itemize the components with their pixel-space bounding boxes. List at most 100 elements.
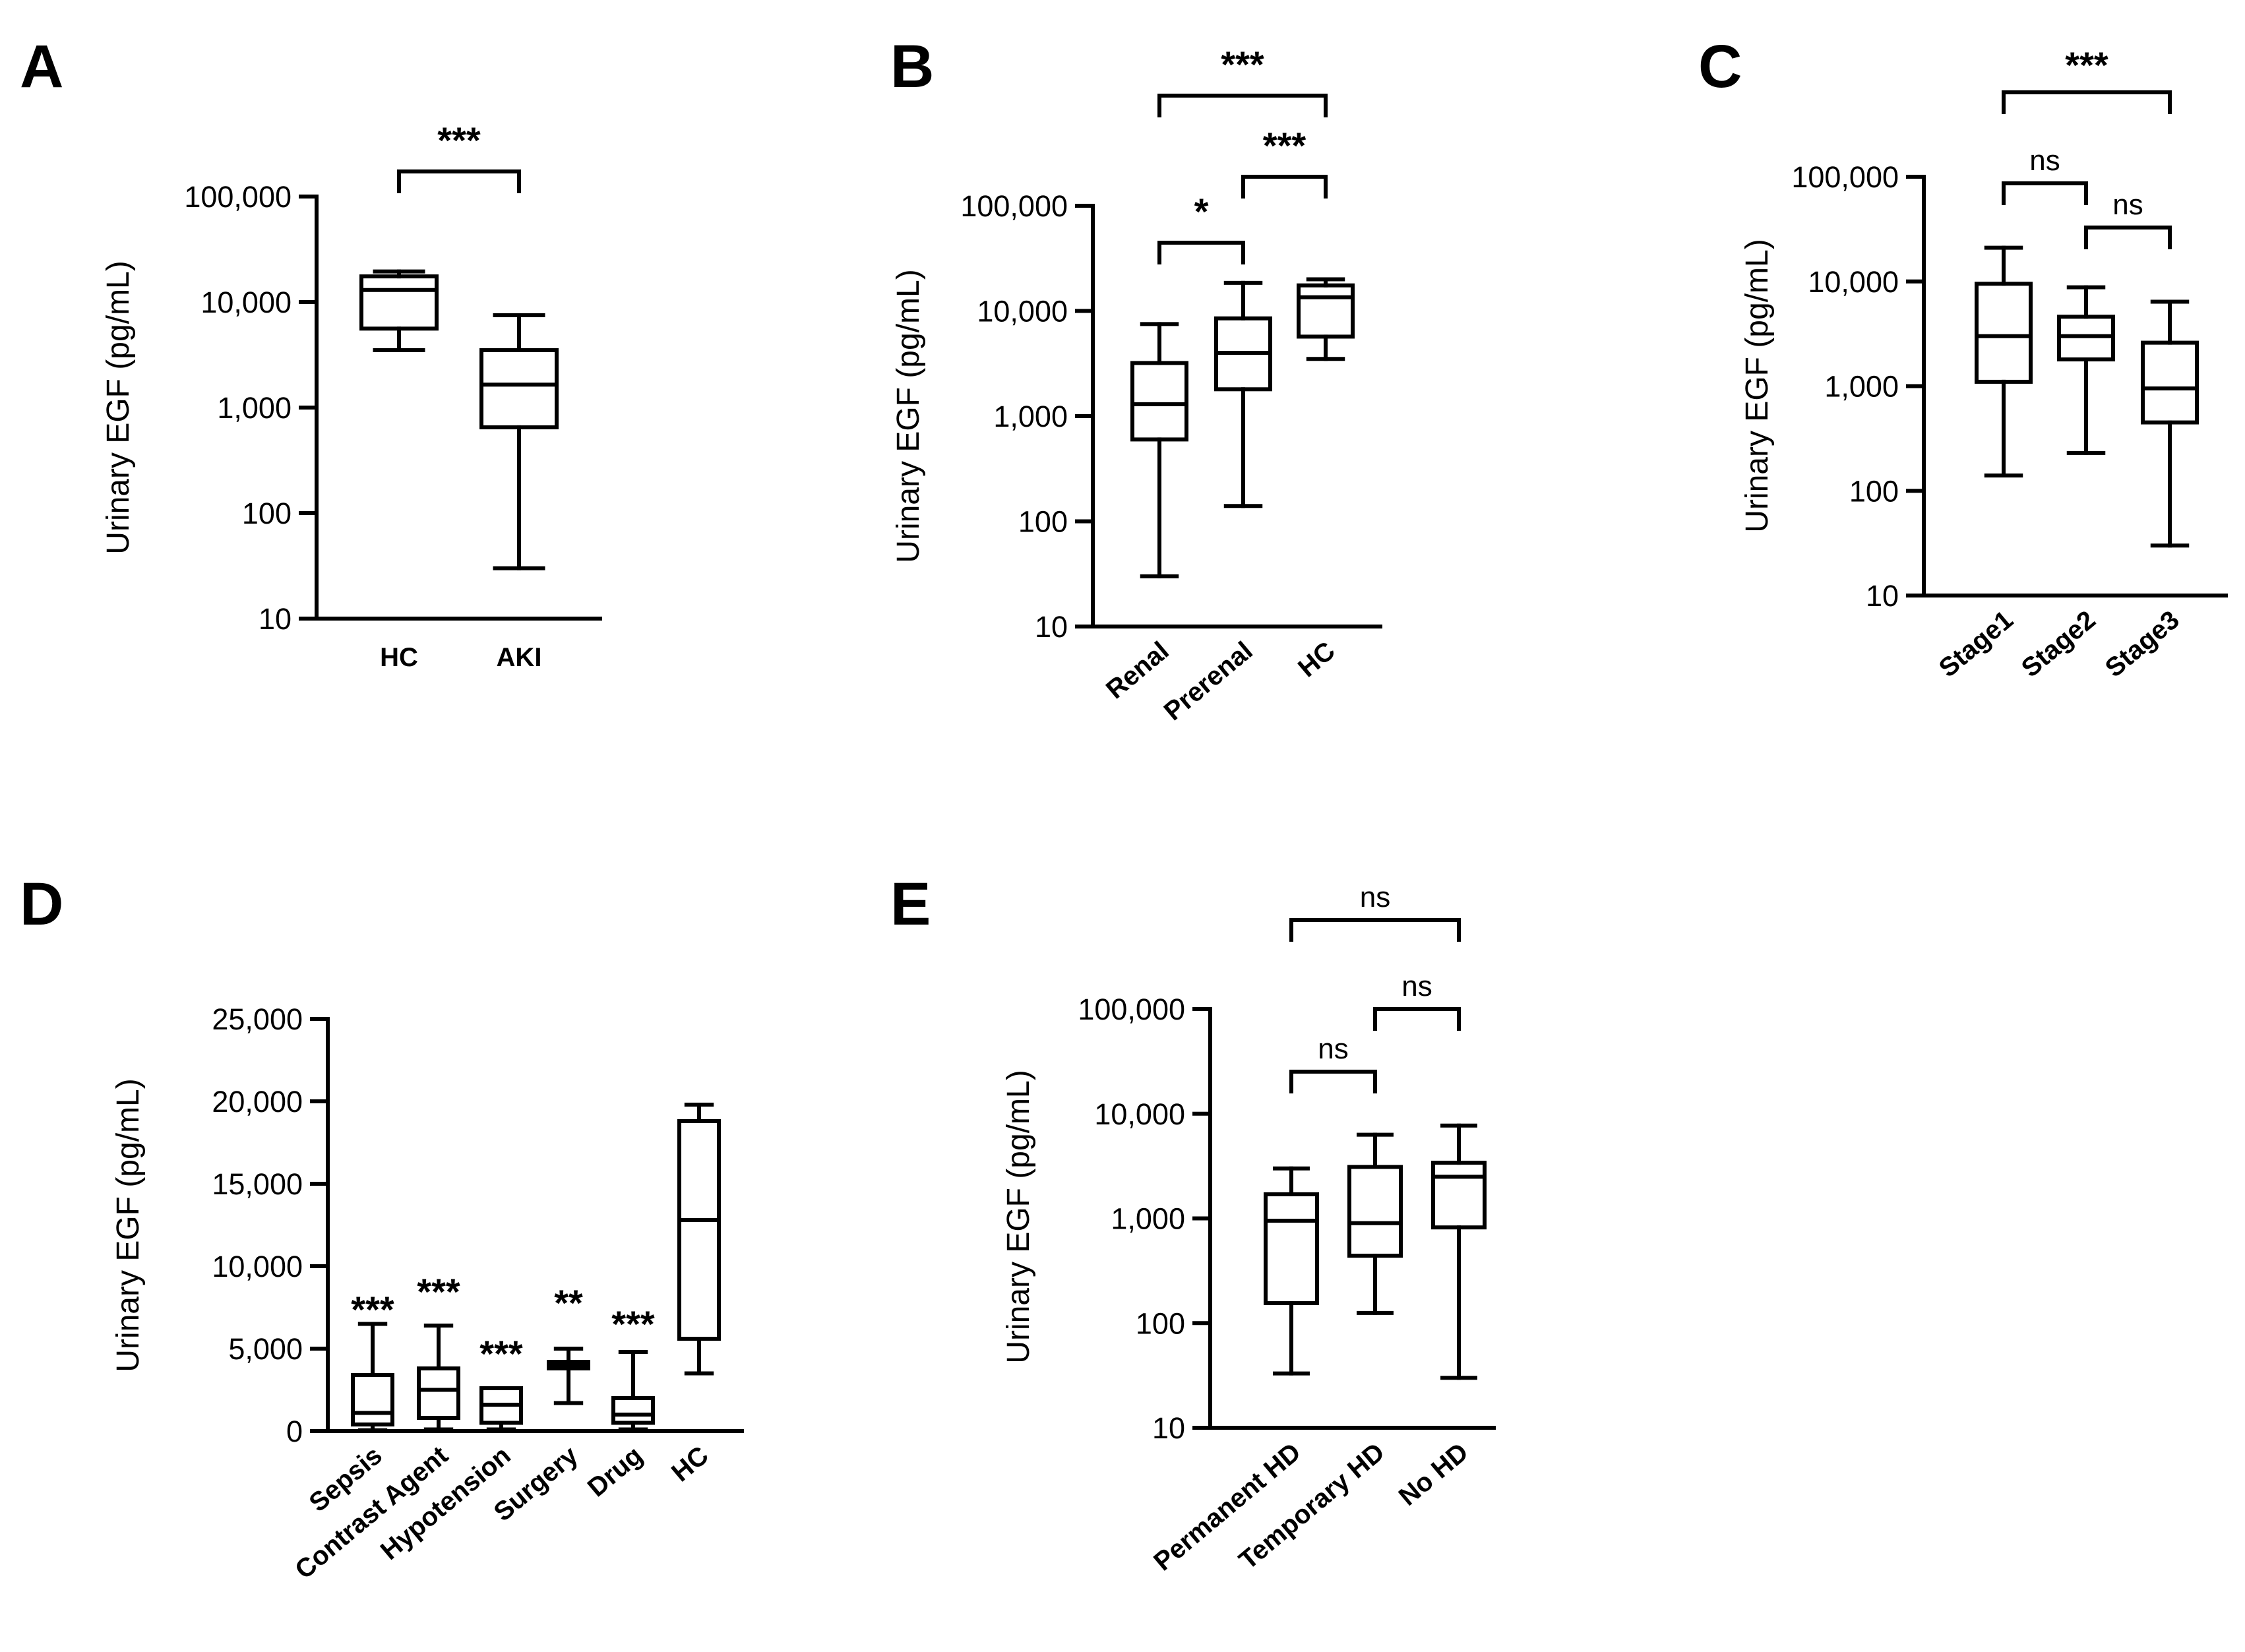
significance-label: ns [1318,1033,1348,1065]
panel-e: E Urinary EGF (pg/mL) 10 100 1,000 10,000 100,… [890,871,1496,1577]
box-1 [1264,1166,1319,1376]
box-3 [2141,299,2199,548]
x-category-label: Renal [1101,636,1175,705]
y-axis-label: Urinary EGF (pg/mL) [101,260,136,554]
significance-label: ns [1360,881,1390,913]
box-iqr [677,1119,721,1341]
significance-bracket: ns [2002,144,2088,205]
significance-bracket: *** [1157,44,1328,117]
panel-d: D Urinary EGF (pg/mL) 0 5,000 10,000 15,000 20… [20,871,744,1585]
x-category-label: Prerenal [1159,636,1258,727]
x-category-label: Temporary HD [1234,1438,1390,1576]
panel-a: A Urinary EGF (pg/mL) 10 100 1,000 10,000 100,… [20,33,602,672]
box-6 [677,1103,721,1376]
y-tick-label: 100 [242,497,292,530]
panel-letter: A [20,33,63,100]
x-category-label: HC [666,1441,714,1488]
x-category-label: Stage1 [1934,605,2019,683]
box-iqr [1264,1192,1319,1306]
significance-label: *** [351,1289,394,1330]
bracket-line [2084,226,2172,249]
significance-label: ** [554,1282,583,1324]
bracket-line [1373,1007,1461,1031]
x-category-label: AKI [497,643,542,672]
box-iqr [479,348,559,429]
box-3 [1431,1123,1487,1380]
significance-label: *** [1221,44,1264,85]
y-tick-label: 10 [1152,1411,1185,1445]
bracket-line [2002,181,2088,205]
panel-letter: B [890,33,934,100]
panel-letter: E [890,871,931,938]
y-tick-label: 100,000 [1078,993,1185,1026]
y-axis-label: Urinary EGF (pg/mL) [1740,239,1775,532]
bracket-line [1289,918,1461,942]
y-tick-label: 10,000 [977,295,1068,328]
box-3 [479,1386,523,1432]
box-1 [1975,245,2033,478]
box-iqr [1297,283,1355,339]
significance-label: ns [2029,144,2060,177]
bracket-line [397,169,521,193]
significance-label: *** [437,119,481,161]
panel-c: C Urinary EGF (pg/mL) 10 100 1,000 10,000 100,… [1698,33,2228,683]
y-tick-label: 25,000 [212,1002,303,1036]
significance-label: ns [1401,970,1432,1002]
panel-b: B Urinary EGF (pg/mL) 10 100 1,000 10,000 100,… [890,33,1382,727]
box-iqr [611,1396,655,1425]
y-tick-label: 1,000 [1111,1202,1185,1236]
box-1 [351,1322,394,1432]
significance-bracket: *** [1241,125,1328,199]
box-2 [1214,280,1272,508]
y-tick-label: 100,000 [1791,160,1899,194]
x-category-label: Drug [582,1441,648,1503]
box-1 [359,269,439,352]
y-tick-label: 10,000 [212,1250,303,1283]
significance-label: *** [479,1333,523,1374]
significance-bracket: ns [1289,1033,1377,1093]
y-axis-label: Urinary EGF (pg/mL) [1001,1070,1036,1363]
y-tick-label: 100,000 [960,189,1068,223]
box-iqr [1431,1161,1487,1230]
x-category-label: Stage2 [2016,605,2101,683]
y-tick-label: 100 [1136,1306,1185,1340]
bracket-line [1157,241,1245,264]
y-tick-label: 10,000 [1094,1097,1185,1131]
box-iqr [1347,1165,1403,1258]
box-3 [1297,277,1355,361]
box-4 [547,1347,590,1405]
bracket-line [2002,90,2172,114]
y-tick-label: 10 [1035,610,1068,644]
box-iqr [1130,361,1188,442]
y-axis-label: Urinary EGF (pg/mL) [891,269,926,563]
y-tick-label: 1,000 [217,391,292,425]
significance-bracket: ns [2084,189,2172,249]
box-2 [479,313,559,570]
x-category-label: HC [1293,636,1341,683]
box-iqr [417,1366,460,1420]
bracket-line [1289,1070,1377,1093]
y-tick-label: 100,000 [184,180,292,214]
y-tick-label: 100 [1018,505,1068,539]
significance-label: *** [417,1271,460,1312]
box-iqr [351,1373,394,1426]
box-2 [1347,1132,1403,1315]
box-2 [417,1324,460,1432]
y-tick-label: 100 [1849,474,1899,508]
x-category-label: No HD [1394,1438,1474,1512]
box-iqr [2141,340,2199,425]
y-tick-label: 10 [1866,579,1899,613]
x-category-label: HC [380,643,418,672]
box-iqr [1975,282,2033,384]
y-axis-label: Urinary EGF (pg/mL) [111,1078,146,1372]
y-tick-label: 20,000 [212,1085,303,1118]
y-tick-label: 5,000 [228,1332,303,1366]
x-category-label: Stage3 [2100,605,2185,683]
bracket-line [1157,94,1328,117]
panel-letter: C [1698,33,1742,100]
significance-label: *** [1263,125,1307,166]
y-tick-label: 1,000 [993,400,1068,433]
y-tick-label: 1,000 [1824,370,1899,404]
significance-label: *** [2065,44,2108,86]
significance-label: *** [611,1303,655,1345]
